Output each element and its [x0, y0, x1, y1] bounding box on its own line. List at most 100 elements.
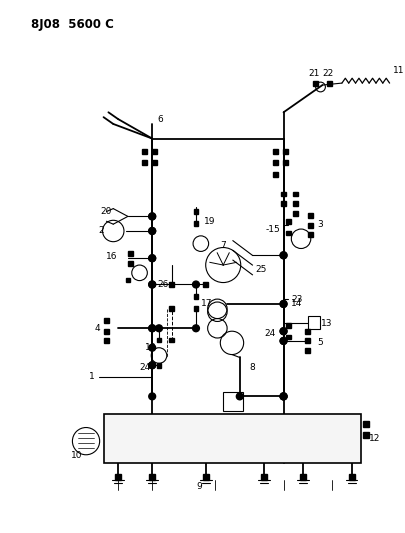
Circle shape: [149, 393, 156, 400]
Bar: [194, 306, 198, 311]
Bar: [152, 160, 157, 165]
Bar: [300, 474, 306, 480]
Circle shape: [280, 328, 287, 335]
Text: 14: 14: [291, 300, 303, 309]
Circle shape: [149, 362, 156, 369]
Text: 24: 24: [140, 362, 151, 372]
Text: 1: 1: [89, 373, 95, 382]
Bar: [305, 348, 310, 353]
Bar: [286, 219, 291, 224]
Bar: [286, 335, 291, 340]
Bar: [128, 251, 133, 256]
Text: 16: 16: [105, 252, 117, 261]
Bar: [157, 363, 162, 368]
Circle shape: [156, 325, 162, 332]
Bar: [286, 230, 291, 236]
Bar: [281, 191, 286, 197]
Circle shape: [149, 228, 156, 235]
Bar: [308, 232, 313, 237]
Circle shape: [192, 281, 199, 288]
Text: 7: 7: [220, 241, 226, 250]
Bar: [142, 160, 147, 165]
Circle shape: [149, 281, 156, 288]
Text: 26: 26: [157, 280, 168, 289]
Text: 11: 11: [392, 66, 404, 75]
Text: 21: 21: [308, 69, 319, 78]
Circle shape: [149, 344, 156, 351]
Bar: [203, 474, 209, 480]
Bar: [308, 223, 313, 228]
Text: 23: 23: [291, 295, 303, 304]
Circle shape: [280, 328, 287, 335]
Bar: [273, 172, 278, 177]
Circle shape: [280, 393, 287, 400]
Bar: [169, 337, 174, 342]
Text: 5: 5: [318, 338, 323, 348]
Bar: [283, 149, 288, 154]
Bar: [349, 474, 354, 480]
Bar: [313, 80, 318, 85]
Bar: [104, 414, 361, 463]
Circle shape: [192, 325, 199, 332]
Circle shape: [149, 255, 156, 262]
Bar: [293, 201, 298, 206]
Bar: [273, 160, 278, 165]
Circle shape: [237, 393, 243, 400]
Bar: [157, 337, 162, 342]
Bar: [115, 474, 121, 480]
Text: 10: 10: [71, 451, 83, 460]
Bar: [283, 160, 288, 165]
Bar: [363, 421, 369, 426]
Bar: [152, 149, 157, 154]
Bar: [293, 211, 298, 216]
Circle shape: [280, 252, 287, 259]
Circle shape: [280, 301, 287, 308]
Text: 9: 9: [196, 482, 202, 491]
Circle shape: [149, 281, 156, 288]
Text: 8J08  5600 C: 8J08 5600 C: [30, 18, 113, 31]
Circle shape: [149, 325, 156, 332]
Circle shape: [149, 255, 156, 262]
Text: 8: 8: [249, 362, 255, 372]
Bar: [169, 306, 174, 311]
Bar: [308, 213, 313, 218]
Circle shape: [280, 337, 287, 344]
Bar: [293, 191, 298, 197]
Circle shape: [149, 362, 156, 369]
Circle shape: [280, 393, 287, 400]
Circle shape: [149, 325, 156, 332]
Text: 19: 19: [204, 217, 215, 226]
Bar: [273, 149, 278, 154]
Circle shape: [280, 252, 287, 259]
Bar: [363, 432, 369, 438]
Bar: [305, 338, 310, 343]
Bar: [104, 338, 109, 343]
Text: 20: 20: [100, 207, 112, 216]
Text: 2: 2: [99, 227, 104, 236]
Text: 6: 6: [157, 115, 163, 124]
Text: 18: 18: [145, 343, 157, 352]
Bar: [281, 201, 286, 206]
Bar: [286, 323, 291, 328]
Bar: [261, 474, 267, 480]
Circle shape: [280, 337, 287, 344]
Circle shape: [280, 301, 287, 308]
Circle shape: [280, 393, 287, 400]
Bar: [194, 209, 198, 214]
Bar: [327, 80, 332, 85]
Bar: [104, 329, 109, 334]
Text: 24: 24: [264, 329, 275, 337]
Bar: [149, 474, 155, 480]
Bar: [142, 149, 147, 154]
Bar: [223, 392, 243, 411]
Text: 3: 3: [318, 220, 323, 229]
Text: -15: -15: [266, 224, 281, 233]
Bar: [128, 261, 133, 265]
Text: 17: 17: [201, 300, 212, 309]
Bar: [203, 282, 208, 287]
Circle shape: [149, 213, 156, 220]
Bar: [104, 318, 109, 323]
Text: 13: 13: [320, 319, 332, 328]
Bar: [169, 282, 174, 287]
Text: 25: 25: [255, 265, 267, 274]
